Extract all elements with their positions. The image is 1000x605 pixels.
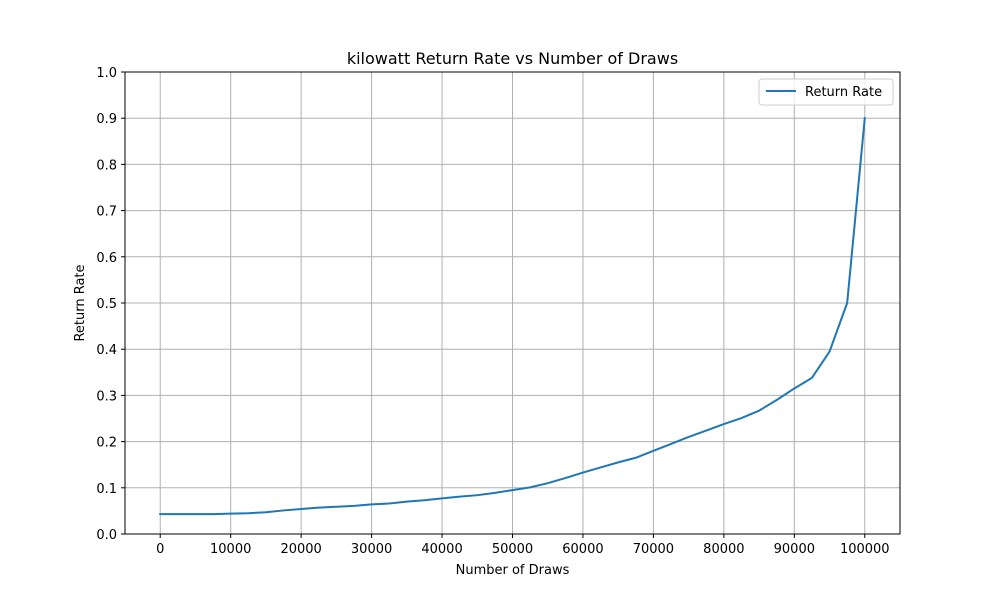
y-tick-label: 0.1 [96,482,117,497]
x-tick-label: 40000 [421,542,462,557]
legend-box [758,78,894,106]
legend: Return Rate [758,78,894,106]
x-tick-label: 50000 [492,542,533,557]
y-tick-label: 0.3 [96,389,117,404]
y-tick-label: 0.4 [96,343,117,358]
x-tick-label: 0 [156,542,164,557]
y-tick-label: 0.8 [96,158,117,173]
y-tick-label: 0.6 [96,251,117,266]
y-tick-label: 0.7 [96,205,117,220]
y-tick-label: 0.9 [96,112,117,127]
y-tick-label: 0.0 [96,528,117,543]
series-layer [159,117,866,516]
y-tick-label: 0.5 [96,297,117,312]
x-tick-label: 90000 [774,542,815,557]
x-tick-label: 10000 [210,542,251,557]
x-tick-label: 70000 [633,542,674,557]
x-tick-label: 30000 [351,542,392,557]
y-axis: 0.0 0.1 0.2 0.3 0.4 0.5 0.6 0.7 0.8 0.9 1.0 [96,66,125,543]
x-tick-label: 60000 [562,542,603,557]
series-line-return-rate [159,117,866,516]
x-axis: 0 10000 20000 30000 40000 50000 60000 70000 8000… [156,534,890,557]
x-tick-label: 80000 [703,542,744,557]
y-tick-label: 0.2 [96,436,117,451]
y-tick-label: 1.0 [96,66,117,81]
legend-label: Return Rate [805,85,882,100]
y-axis-label: Return Rate [73,264,88,341]
x-tick-label: 100000 [840,542,890,557]
chart-title: kilowatt Return Rate vs Number of Draws [347,49,678,68]
x-axis-label: Number of Draws [456,563,570,578]
x-tick-label: 20000 [280,542,321,557]
